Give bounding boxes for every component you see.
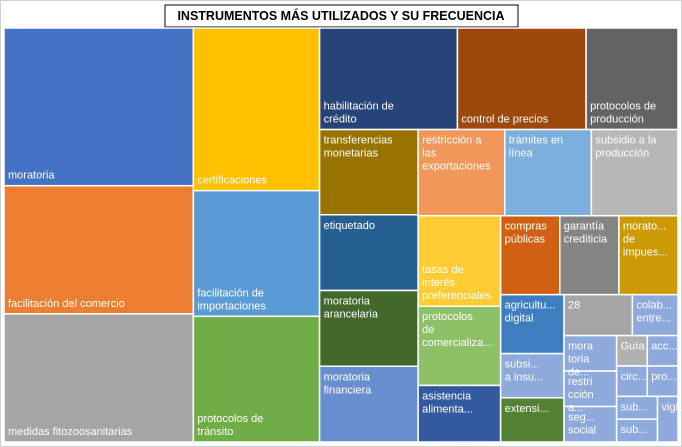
tile-label: habilitación de crédito bbox=[324, 101, 394, 126]
tile-label: facilitación de importaciones bbox=[197, 287, 266, 312]
tile-label: moratoria arancelaria bbox=[324, 296, 379, 321]
tile-label: restricción a las exportaciones bbox=[422, 135, 491, 173]
tile bbox=[192, 189, 321, 318]
tile-label: trámites en línea bbox=[509, 135, 563, 160]
tile bbox=[563, 293, 634, 337]
tile-label: certificaciones bbox=[197, 175, 267, 187]
tile bbox=[563, 334, 618, 372]
tile-label: tasas de interés preferenciales bbox=[422, 264, 492, 302]
tile-label: protocolos de tránsito bbox=[197, 413, 263, 438]
tile bbox=[3, 27, 195, 187]
tile-label: medidas fitozoosanitarias bbox=[8, 426, 133, 438]
tile bbox=[3, 184, 195, 315]
tile-label: sub... bbox=[621, 424, 648, 436]
title-box bbox=[164, 4, 519, 28]
tile-label: morato... de impues... bbox=[623, 221, 668, 259]
tile bbox=[192, 27, 321, 192]
tile bbox=[563, 370, 618, 408]
tile bbox=[417, 384, 502, 443]
tile bbox=[417, 305, 502, 387]
tile-label: restri cción a... bbox=[568, 376, 594, 414]
tile-label: extensi... bbox=[505, 403, 549, 415]
chart-title: INSTRUMENTOS MÁS UTILIZADOS Y SU FRECUEN… bbox=[177, 8, 504, 23]
tile-label: 28 bbox=[568, 300, 580, 312]
tile bbox=[499, 397, 565, 443]
tile-label: moratoria financiera bbox=[324, 371, 373, 396]
tile-label: subsidio a la producción bbox=[595, 135, 657, 160]
tile-label: sub... bbox=[621, 401, 648, 413]
tile bbox=[590, 128, 679, 217]
tile-label: garantía crediticia bbox=[564, 221, 608, 246]
tile bbox=[318, 365, 419, 443]
tile-label: control de precios bbox=[461, 114, 548, 126]
tile bbox=[499, 352, 565, 399]
tile-label: protocolos de comercializa... bbox=[422, 311, 492, 349]
tile bbox=[192, 315, 321, 443]
tile bbox=[3, 313, 195, 443]
tile bbox=[656, 395, 679, 443]
tile-label: facilitación del comercio bbox=[8, 298, 125, 310]
tile-label: pro... bbox=[651, 371, 676, 383]
tile bbox=[318, 214, 419, 292]
tile-label: vigil... bbox=[662, 401, 682, 413]
tile-label: etiquetado bbox=[324, 220, 375, 232]
tile bbox=[499, 214, 561, 296]
tile-label: transferencias monetarias bbox=[324, 135, 394, 160]
tile-label: subsi... a insu... bbox=[505, 359, 544, 384]
tile-label: moratoria bbox=[8, 170, 55, 182]
tile-label: mora toria de... bbox=[568, 341, 594, 379]
tile-label: acc... bbox=[651, 341, 677, 353]
tile bbox=[631, 293, 679, 337]
tile-label: circ... bbox=[621, 371, 647, 383]
tile bbox=[559, 214, 620, 296]
tile-label: Guía bbox=[621, 341, 646, 353]
tile-label: colab... entre... bbox=[636, 300, 671, 325]
tile-label: seg... social bbox=[568, 412, 596, 437]
tile-label: protocolos de producción bbox=[590, 101, 656, 126]
tile bbox=[318, 289, 419, 368]
tile-label: asistencia alimenta... bbox=[422, 390, 473, 415]
tile bbox=[417, 214, 502, 307]
tile bbox=[618, 214, 679, 296]
tile-label: compras públicas bbox=[505, 221, 548, 246]
tile bbox=[504, 128, 593, 217]
tile-label: agricultu... digital bbox=[505, 300, 556, 325]
